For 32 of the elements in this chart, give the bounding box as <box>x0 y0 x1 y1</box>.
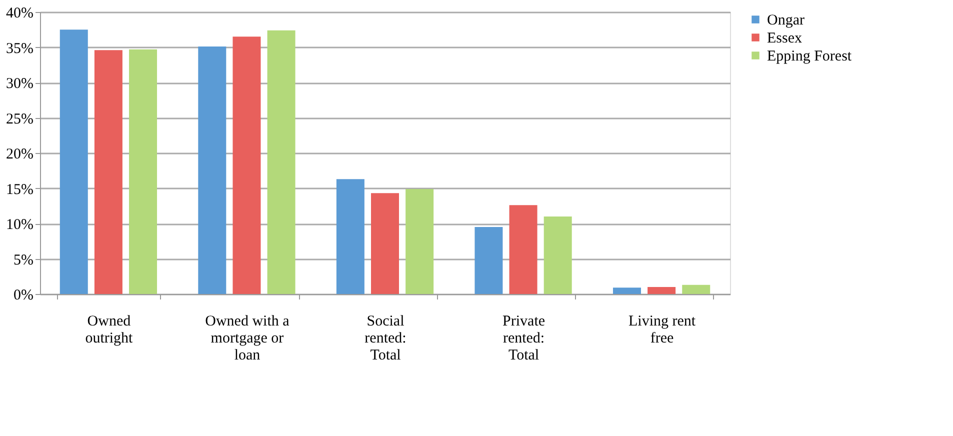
y-tick-label: 30% <box>6 76 34 92</box>
y-tick-label: 5% <box>14 252 34 268</box>
y-tick-label: 25% <box>6 111 34 128</box>
legend-label: Essex <box>767 30 802 46</box>
bar <box>94 50 122 294</box>
bar <box>612 288 641 294</box>
legend-label: Epping Forest <box>767 48 852 64</box>
bar <box>198 46 226 294</box>
bar <box>267 30 296 294</box>
bar <box>371 193 399 294</box>
y-tick-label: 15% <box>6 182 34 198</box>
bar <box>648 286 676 294</box>
bar <box>509 205 538 294</box>
bar <box>682 284 710 294</box>
y-tick-label: 40% <box>6 6 34 22</box>
y-tick-label: 20% <box>6 146 34 162</box>
x-tick-label: Living rent free <box>628 314 696 346</box>
legend-label: Ongar <box>767 12 804 28</box>
x-tick-label: Social rented: Total <box>364 314 406 364</box>
x-tick-label: Private rented: Total <box>502 314 546 364</box>
bar <box>406 188 434 294</box>
y-tick-label: 10% <box>6 217 34 233</box>
x-tick-label: Owned with a mortgage or loan <box>205 314 290 364</box>
y-tick-label: 0% <box>14 288 34 304</box>
bar <box>474 227 503 294</box>
bar <box>129 49 158 294</box>
x-tick-label: Owned outright <box>85 314 134 346</box>
bar <box>232 36 261 294</box>
y-tick-label: 35% <box>6 40 34 57</box>
bar <box>544 216 572 294</box>
bar <box>336 179 364 294</box>
bar <box>60 30 88 294</box>
